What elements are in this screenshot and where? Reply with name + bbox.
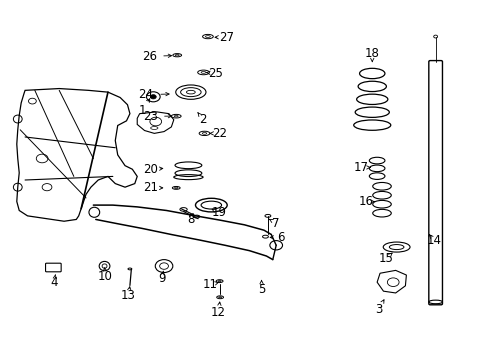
Text: 10: 10	[98, 270, 113, 283]
Text: 16: 16	[358, 195, 373, 208]
Text: 4: 4	[50, 276, 58, 289]
Text: 12: 12	[211, 306, 225, 319]
Text: 2: 2	[199, 113, 206, 126]
Text: 27: 27	[219, 31, 233, 44]
Text: 6: 6	[277, 231, 284, 244]
Text: 22: 22	[211, 127, 226, 140]
Circle shape	[150, 95, 156, 99]
Text: 24: 24	[138, 88, 153, 101]
Text: 3: 3	[374, 303, 382, 316]
Text: 26: 26	[142, 50, 157, 63]
Text: 17: 17	[353, 161, 368, 174]
Text: 19: 19	[211, 207, 226, 220]
Text: 1: 1	[138, 104, 145, 117]
Text: 23: 23	[143, 110, 158, 123]
Text: 21: 21	[143, 181, 158, 194]
Text: 7: 7	[272, 216, 279, 230]
Text: 8: 8	[187, 213, 194, 226]
Text: 18: 18	[364, 47, 379, 60]
Text: 13: 13	[121, 289, 136, 302]
Text: 15: 15	[378, 252, 392, 265]
Text: 11: 11	[203, 278, 218, 291]
Text: 20: 20	[143, 163, 158, 176]
Text: 25: 25	[207, 67, 222, 80]
Text: 9: 9	[158, 272, 165, 285]
Text: 5: 5	[257, 283, 264, 296]
Text: 14: 14	[427, 234, 441, 247]
